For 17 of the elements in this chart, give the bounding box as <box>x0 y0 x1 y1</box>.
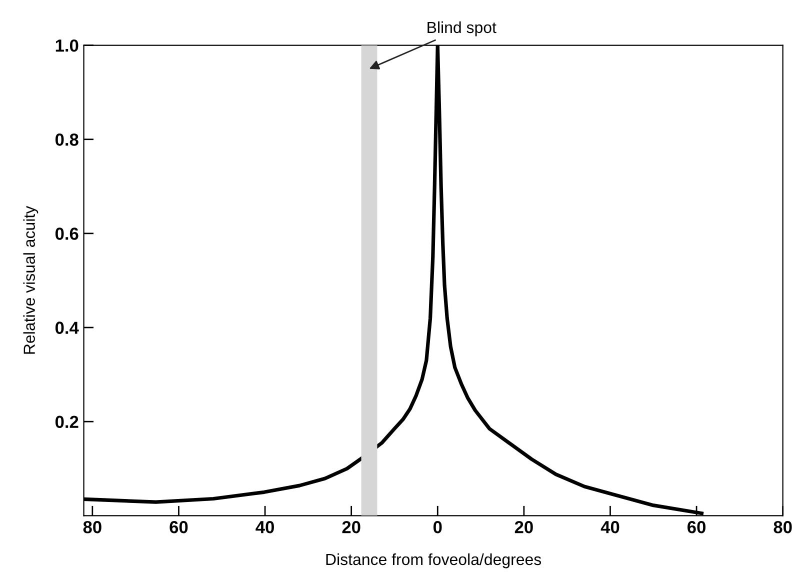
x-tick-label: 60 <box>688 520 706 534</box>
x-tick-label: 40 <box>600 520 620 534</box>
x-tick-label: 80 <box>83 520 102 534</box>
x-tick-label: 0 <box>433 520 442 534</box>
x-tick-label: 40 <box>256 520 274 534</box>
x-tick-label: 20 <box>514 520 533 534</box>
band-label: Blind spot <box>428 21 496 36</box>
y-tick-label: 0.4 <box>55 322 79 334</box>
y-tick-label: 0.2 <box>55 416 78 428</box>
x-tick-label: 60 <box>170 520 188 534</box>
y-tick-label: 0.6 <box>55 228 78 240</box>
y-tick-label: 0.8 <box>55 134 78 146</box>
x-tick-label: 80 <box>774 520 792 534</box>
x-tick-label: 20 <box>342 520 360 534</box>
y-axis-title: Relative visual acuity <box>23 206 38 354</box>
x-axis-title: Distance from foveola/degrees <box>326 553 542 568</box>
y-tick-label: 1.0 <box>56 39 78 52</box>
